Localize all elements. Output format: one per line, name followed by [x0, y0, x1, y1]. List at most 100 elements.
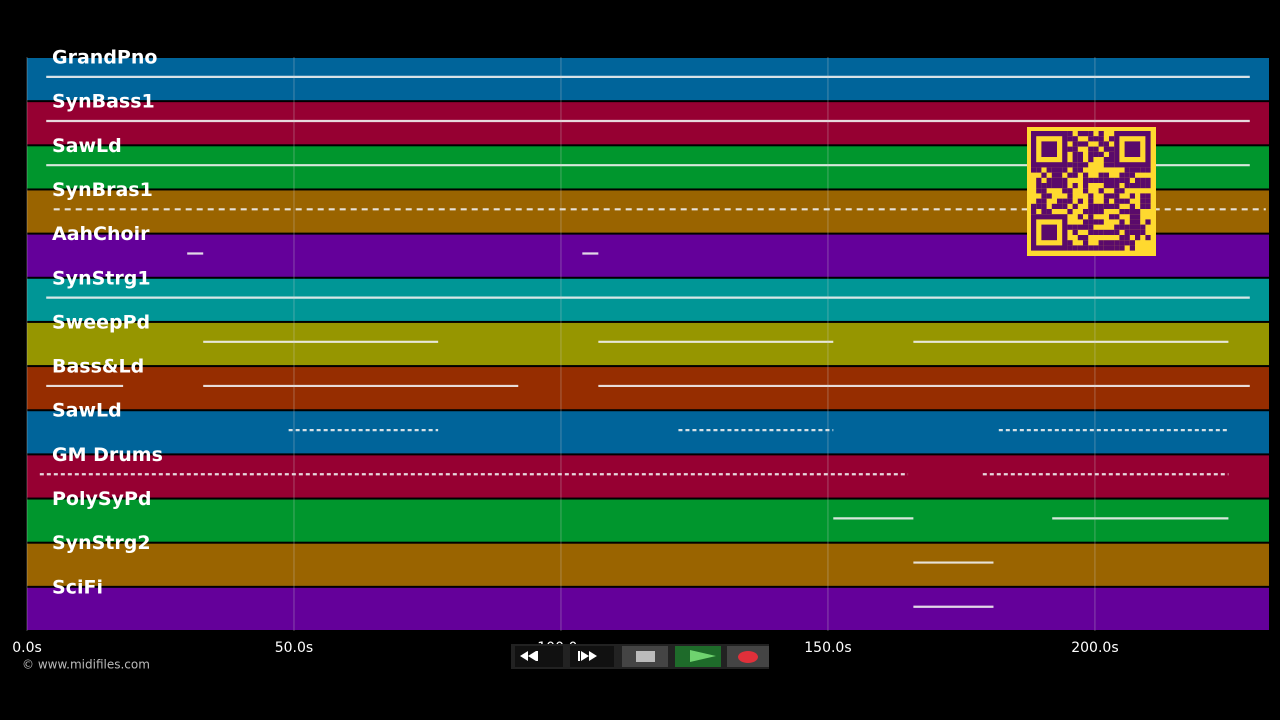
qr-cell — [1103, 240, 1109, 246]
record-button[interactable] — [727, 646, 769, 667]
qr-cell — [1051, 167, 1057, 173]
qr-cell — [1129, 245, 1135, 251]
qr-cell — [1067, 188, 1073, 194]
qr-cell — [1046, 177, 1052, 183]
qr-finder — [1030, 131, 1068, 168]
qr-cell — [1129, 224, 1135, 230]
qr-cell — [1119, 188, 1125, 194]
qr-cell — [1088, 224, 1094, 230]
qr-cell — [1114, 183, 1120, 189]
qr-cell — [1109, 229, 1115, 235]
qr-cell — [1046, 193, 1052, 199]
forward-button[interactable] — [570, 646, 614, 667]
qr-cell — [1124, 172, 1130, 178]
qr-cell — [1140, 203, 1146, 209]
qr-cell — [1140, 183, 1146, 189]
qr-cell — [1077, 157, 1083, 163]
qr-cell — [1140, 177, 1146, 183]
qr-cell — [1083, 183, 1089, 189]
qr-cell — [1119, 209, 1125, 215]
qr-cell — [1109, 193, 1115, 199]
qr-cell — [1088, 157, 1094, 163]
qr-cell — [1145, 167, 1151, 173]
qr-cell — [1041, 188, 1047, 194]
qr-code — [1027, 127, 1156, 256]
qr-cell — [1041, 198, 1047, 204]
qr-cell — [1129, 193, 1135, 199]
qr-cell — [1062, 198, 1068, 204]
qr-cell — [1083, 141, 1089, 147]
qr-cell — [1051, 172, 1057, 178]
track-name: PolySyPd — [52, 488, 151, 510]
qr-cell — [1031, 167, 1037, 173]
qr-cell — [1072, 172, 1078, 178]
qr-cell — [1072, 146, 1078, 152]
rewind-button[interactable] — [515, 646, 563, 667]
qr-cell — [1088, 209, 1094, 215]
qr-cell — [1098, 209, 1104, 215]
track-name: SawLd — [52, 135, 122, 157]
qr-cell — [1103, 198, 1109, 204]
qr-cell — [1072, 183, 1078, 189]
qr-cell — [1124, 224, 1130, 230]
qr-cell — [1088, 214, 1094, 220]
qr-cell — [1077, 151, 1083, 157]
qr-cell — [1109, 157, 1115, 163]
qr-cell — [1135, 209, 1141, 215]
track-row — [27, 322, 1269, 366]
qr-cell — [1103, 193, 1109, 199]
qr-cell — [1114, 177, 1120, 183]
qr-cell — [1088, 229, 1094, 235]
qr-cell — [1057, 177, 1063, 183]
qr-cell — [1135, 167, 1141, 173]
play-button[interactable] — [675, 646, 721, 667]
qr-cell — [1077, 162, 1083, 168]
qr-cell — [1062, 177, 1068, 183]
qr-cell — [1067, 136, 1073, 142]
qr-cell — [1119, 172, 1125, 178]
qr-cell — [1083, 209, 1089, 215]
qr-cell — [1129, 203, 1135, 209]
qr-cell — [1057, 183, 1063, 189]
qr-cell — [1083, 177, 1089, 183]
qr-cell — [1103, 157, 1109, 163]
qr-cell — [1124, 177, 1130, 183]
track-name: GM Drums — [52, 444, 163, 466]
track-row — [27, 543, 1269, 586]
qr-cell — [1135, 214, 1141, 220]
stop-button[interactable] — [622, 646, 668, 667]
qr-cell — [1072, 136, 1078, 142]
qr-cell — [1077, 214, 1083, 220]
qr-cell — [1088, 136, 1094, 142]
qr-cell — [1077, 141, 1083, 147]
qr-cell — [1140, 229, 1146, 235]
qr-cell — [1093, 146, 1099, 152]
qr-cell — [1067, 240, 1073, 246]
qr-cell — [1067, 209, 1073, 215]
qr-cell — [1109, 177, 1115, 183]
qr-cell — [1124, 183, 1130, 189]
qr-finder — [1041, 224, 1057, 241]
track-row — [27, 278, 1269, 321]
qr-cell — [1088, 198, 1094, 204]
qr-cell — [1067, 224, 1073, 230]
qr-cell — [1057, 172, 1063, 178]
qr-cell — [1135, 177, 1141, 183]
qr-cell — [1140, 193, 1146, 199]
qr-cell — [1124, 209, 1130, 215]
qr-cell — [1129, 240, 1135, 246]
qr-finder — [1124, 141, 1141, 157]
qr-cell — [1103, 146, 1109, 152]
qr-cell — [1103, 172, 1109, 178]
qr-cell — [1109, 214, 1115, 220]
qr-cell — [1088, 219, 1094, 225]
qr-cell — [1077, 245, 1083, 251]
track-row — [27, 587, 1269, 630]
qr-cell — [1114, 240, 1120, 246]
qr-cell — [1098, 131, 1104, 137]
qr-cell — [1114, 203, 1120, 209]
qr-cell — [1145, 235, 1151, 241]
qr-cell — [1036, 183, 1042, 189]
qr-cell — [1135, 224, 1141, 230]
